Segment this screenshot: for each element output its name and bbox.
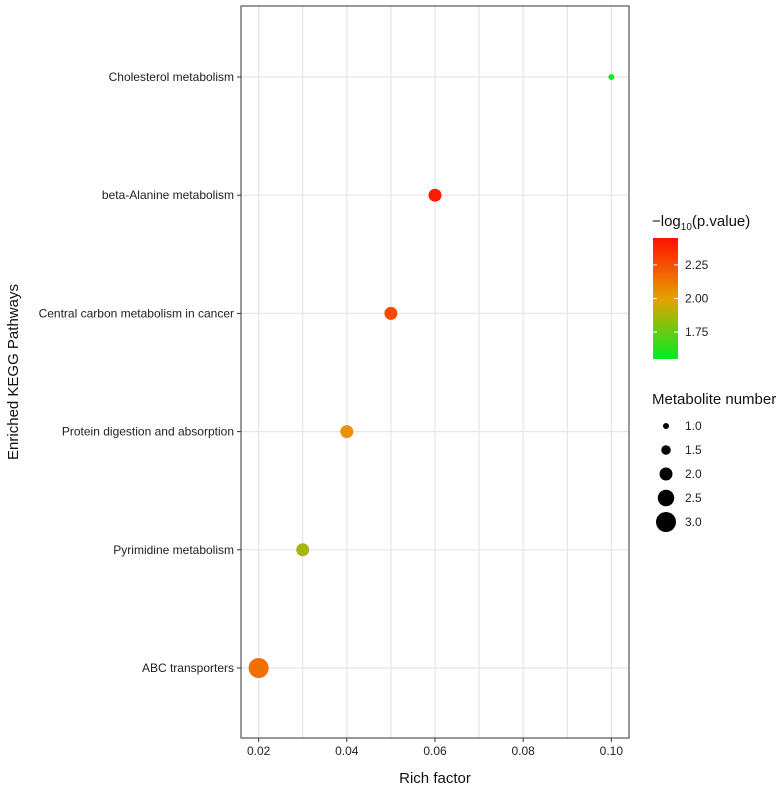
size-legend-label: 1.5	[685, 443, 702, 457]
y-tick-label: Pyrimidine metabolism	[113, 543, 234, 557]
data-point	[248, 658, 269, 678]
data-point	[608, 74, 615, 80]
colorbar-ticks: 1.75 2.00 2.25	[653, 258, 709, 339]
size-legend-label: 2.5	[685, 491, 702, 505]
data-point	[428, 188, 442, 202]
size-legend-point	[657, 489, 675, 507]
y-axis-title: Enriched KEGG Pathways	[5, 284, 22, 460]
data-points	[248, 74, 615, 678]
size-legend-point	[656, 512, 676, 532]
y-tick-label: Protein digestion and absorption	[62, 425, 234, 439]
data-point	[340, 425, 354, 439]
size-legend-point	[659, 467, 673, 481]
x-tick-label: 0.04	[335, 744, 359, 758]
size-legend-point	[661, 445, 671, 455]
size-legend-label: 1.0	[685, 419, 702, 433]
color-legend-title-subscript: 10	[681, 222, 693, 233]
y-tick-label: Central carbon metabolism in cancer	[39, 306, 234, 320]
data-point	[384, 306, 398, 320]
x-axis-title: Rich factor	[399, 770, 471, 787]
size-legend-title: Metabolite number	[652, 391, 776, 408]
data-point	[296, 543, 310, 557]
grid-lines	[241, 6, 629, 738]
color-legend-title-prefix: −log	[652, 213, 681, 230]
x-tick-label: 0.02	[247, 744, 271, 758]
size-legend-label: 3.0	[685, 515, 702, 529]
colorbar-tick-label: 2.00	[685, 292, 709, 306]
color-legend-title-suffix: (p.value)	[692, 213, 750, 230]
colorbar-tick-label: 1.75	[685, 325, 709, 339]
size-legend-items: 1.0 1.5 2.0 2.5 3.0	[656, 419, 702, 532]
y-tick-label: ABC transporters	[142, 661, 234, 675]
colorbar	[653, 238, 678, 359]
x-tick-label: 0.06	[423, 744, 447, 758]
x-tick-label: 0.10	[600, 744, 624, 758]
size-legend-label: 2.0	[685, 467, 702, 481]
size-legend-point	[663, 423, 669, 429]
x-tick-label: 0.08	[512, 744, 536, 758]
y-tick-label: Cholesterol metabolism	[109, 70, 234, 84]
size-legend: Metabolite number 1.0 1.5 2.0 2.5 3.0	[652, 391, 776, 532]
x-axis-ticks: 0.02 0.04 0.06 0.08 0.10	[247, 738, 623, 758]
y-tick-label: beta-Alanine metabolism	[102, 188, 234, 202]
color-legend: −log10(p.value) 1.75 2.00 2.25	[652, 213, 750, 359]
color-legend-title: −log10(p.value)	[652, 213, 750, 233]
y-axis-ticks: ABC transporters Pyrimidine metabolism Pro…	[39, 70, 241, 675]
colorbar-tick-label: 2.25	[685, 258, 709, 272]
